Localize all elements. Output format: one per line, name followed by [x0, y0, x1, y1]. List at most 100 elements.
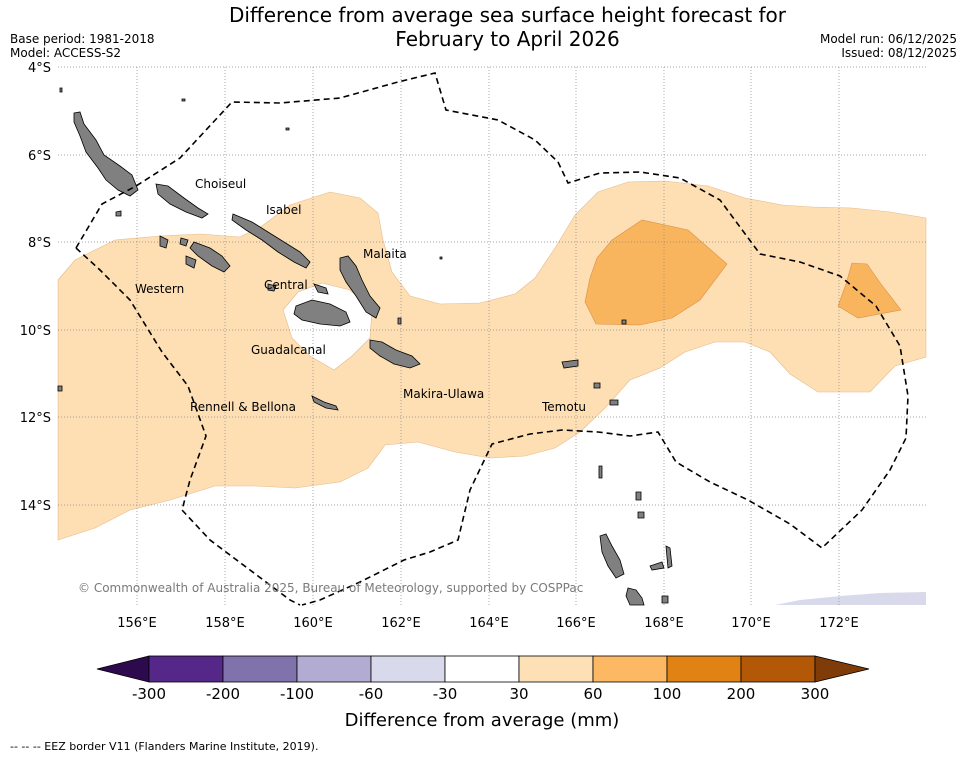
islet-southeast	[598, 465, 603, 479]
place-label-guadalcanal: Guadalcanal	[251, 343, 326, 357]
anomaly-band-60-100-far-east	[837, 262, 902, 319]
lat-label: 10°S	[20, 324, 51, 339]
guadalcanal-island	[293, 299, 351, 327]
lat-label: 6°S	[28, 149, 51, 164]
colorbar-tick: 30	[509, 685, 528, 703]
lon-label: 158°E	[205, 616, 245, 631]
copyright-notice: © Commonwealth of Australia 2025, Bureau…	[78, 581, 583, 595]
colorbar-segments	[96, 655, 870, 683]
lon-label: 168°E	[644, 616, 684, 631]
place-label-choiseul: Choiseul	[195, 177, 246, 191]
colorbar-extend-high	[814, 655, 870, 683]
sikaiana-island	[439, 256, 443, 260]
choiseul-island	[155, 183, 209, 219]
colorbar-segment	[518, 655, 594, 683]
colorbar-tick: 100	[653, 685, 682, 703]
place-label-temotu: Temotu	[541, 400, 586, 414]
anuta-island	[621, 319, 627, 325]
colorbar-segment	[296, 655, 372, 683]
colorbar-segment	[444, 655, 520, 683]
place-label-isabel: Isabel	[266, 203, 301, 217]
malaita-island	[339, 255, 381, 319]
colorbar-tick: -60	[359, 685, 384, 703]
sea-level-map: 4°S 6°S 8°S 10°S 12°S 14°S 156°E 158°E 1…	[20, 61, 927, 631]
province-labels: Choiseul Isabel Malaita Western Central …	[135, 177, 586, 414]
lat-label: 14°S	[20, 499, 51, 514]
lon-label: 156°E	[117, 616, 157, 631]
eez-legend-note: -- -- -- EEZ border V11 (Flanders Marine…	[10, 740, 319, 753]
lon-label: 166°E	[556, 616, 596, 631]
florida-island	[313, 283, 329, 295]
rendova-island	[185, 255, 197, 269]
vanuatu-espiritu-santo	[599, 533, 625, 579]
place-label-makira-ulawa: Makira-Ulawa	[403, 387, 484, 401]
colorbar-tick: 200	[727, 685, 756, 703]
far-west-islet	[57, 385, 63, 392]
torres-islands	[635, 491, 642, 501]
title-line-2: February to April 2026	[395, 27, 620, 51]
vanuatu-pentecost	[665, 545, 673, 569]
lon-label: 172°E	[819, 616, 859, 631]
vanikoro-island	[593, 382, 601, 389]
colorbar-segment	[222, 655, 298, 683]
land-masses	[57, 87, 673, 606]
colorbar-segment	[148, 655, 224, 683]
place-label-malaita: Malaita	[363, 247, 407, 261]
colorbar-tick: 60	[583, 685, 602, 703]
colorbar-segment	[666, 655, 742, 683]
colorbar-tick: 300	[801, 685, 830, 703]
new-georgia-island	[189, 241, 231, 273]
lon-label: 164°E	[469, 616, 509, 631]
buka-island	[59, 87, 63, 93]
anomaly-contours	[57, 180, 927, 605]
vanuatu-ambae	[649, 561, 665, 571]
model-info: Base period: 1981-2018 Model: ACCESS-S2	[10, 32, 155, 60]
eez-border	[75, 72, 909, 606]
makira-island	[369, 339, 421, 369]
rennell-island	[311, 395, 339, 411]
isabel-island	[231, 213, 311, 269]
lon-label: 170°E	[731, 616, 771, 631]
colorbar-tick: -100	[280, 685, 314, 703]
latitude-labels: 4°S 6°S 8°S 10°S 12°S 14°S	[20, 61, 51, 514]
colorbar: -300 -200 -100 -60 -30 30 60 100 200 300…	[96, 655, 870, 731]
lat-label: 8°S	[28, 236, 51, 251]
lon-label: 160°E	[293, 616, 333, 631]
russell-island	[267, 283, 277, 292]
anomaly-band-60-100-east	[584, 219, 728, 326]
santa-cruz-island	[561, 359, 579, 369]
gridlines	[58, 66, 926, 605]
place-label-western: Western	[135, 282, 184, 296]
colorbar-segment	[592, 655, 668, 683]
colorbar-tick: -200	[206, 685, 240, 703]
colorbar-tick: -300	[132, 685, 166, 703]
model-run: Model run: 06/12/2025	[819, 32, 957, 46]
colorbar-segment	[740, 655, 816, 683]
run-info: Model run: 06/12/2025 Issued: 08/12/2025	[820, 32, 957, 60]
lon-label: 162°E	[381, 616, 421, 631]
vanuatu-malekula	[625, 587, 645, 606]
anomaly-band-neg-30-60	[775, 592, 926, 605]
map-title: Difference from average sea surface heig…	[160, 3, 855, 51]
place-label-central: Central	[264, 278, 308, 292]
title-line-1: Difference from average sea surface heig…	[228, 3, 787, 27]
colorbar-segment	[370, 655, 446, 683]
kolombangara-island	[179, 237, 189, 247]
shortland-island	[115, 210, 122, 217]
place-label-rennell-bellona: Rennell & Bellona	[190, 400, 296, 414]
colorbar-extend-low	[96, 655, 150, 683]
issued-date: Issued: 08/12/2025	[841, 46, 957, 60]
bougainville-island	[73, 111, 139, 197]
colorbar-tick: -30	[433, 685, 458, 703]
longitude-labels: 156°E 158°E 160°E 162°E 164°E 166°E 168°…	[117, 616, 859, 631]
lat-label: 4°S	[28, 61, 51, 76]
islet-northwest	[181, 98, 186, 102]
vella-lavella-island	[159, 235, 169, 249]
tikopia-island	[609, 399, 619, 406]
vanuatu-maewo	[661, 595, 669, 604]
islet-central	[397, 317, 402, 325]
colorbar-label: Difference from average (mm)	[345, 710, 620, 731]
colorbar-ticks: -300 -200 -100 -60 -30 30 60 100 200 300	[132, 685, 829, 703]
base-period: Base period: 1981-2018	[10, 32, 155, 46]
model-name: Model: ACCESS-S2	[10, 46, 122, 60]
